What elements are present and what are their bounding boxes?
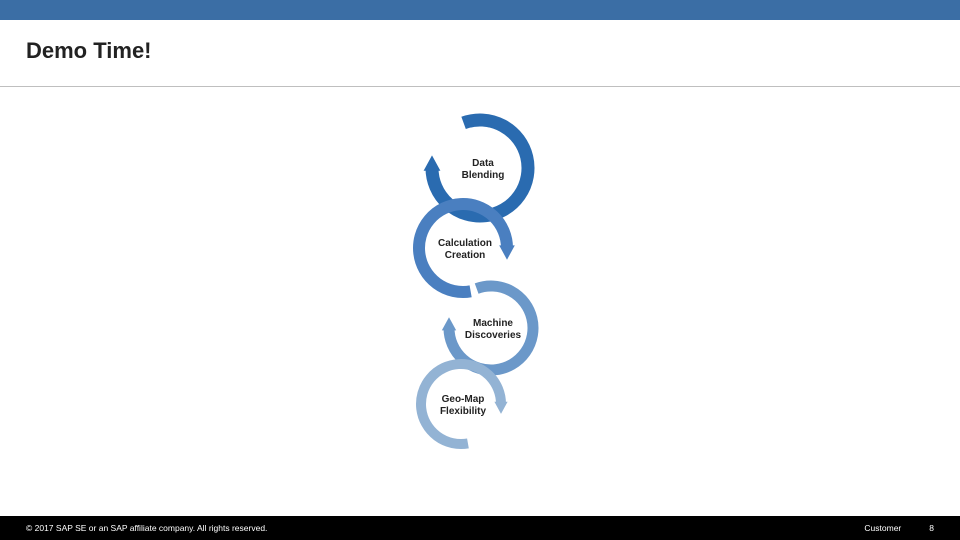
page-root: Demo Time! DataBlending CalculationCreati… [0, 0, 960, 540]
footer-right: Customer 8 [864, 523, 934, 533]
process-ring-label-2: CalculationCreation [429, 238, 501, 261]
footer-bar: © 2017 SAP SE or an SAP affiliate compan… [0, 516, 960, 540]
footer-page-number: 8 [929, 523, 934, 533]
top-accent-bar [0, 0, 960, 20]
footer-audience: Customer [864, 523, 901, 533]
process-ring-label-4: Geo-MapFlexibility [431, 394, 495, 417]
process-ring-label-1: DataBlending [449, 158, 517, 181]
page-title: Demo Time! [26, 38, 152, 64]
process-ring-label-3: MachineDiscoveries [455, 318, 531, 341]
title-divider [0, 86, 960, 87]
footer-copyright: © 2017 SAP SE or an SAP affiliate compan… [26, 523, 267, 533]
process-ring-diagram: DataBlending CalculationCreation MachineDi… [395, 108, 595, 488]
